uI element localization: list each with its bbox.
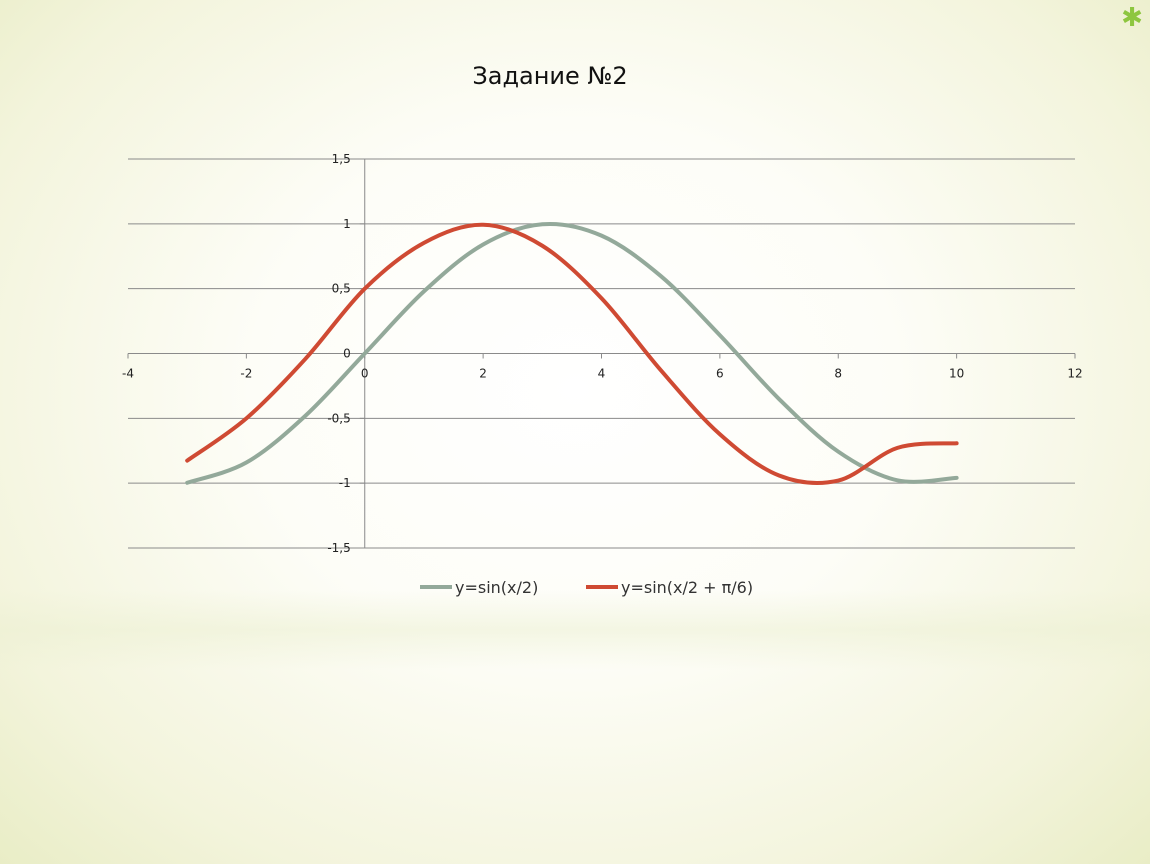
legend-label-series-1: y=sin(x/2) xyxy=(455,578,538,597)
y-tick-label-2: 0,5 xyxy=(332,282,351,296)
x-tick-label-4: 4 xyxy=(598,367,606,381)
x-tick-label-0: -4 xyxy=(122,367,134,381)
x-tick-label-7: 10 xyxy=(949,367,964,381)
legend-label-series-2: y=sin(x/2 + π/6) xyxy=(621,578,753,597)
y-tick-label-0: 1,5 xyxy=(332,152,351,166)
series-line-1 xyxy=(185,221,959,485)
y-tick-label-3: 0 xyxy=(343,347,351,361)
x-tick-label-5: 6 xyxy=(716,367,724,381)
legend: y=sin(x/2) y=sin(x/2 + π/6) xyxy=(420,578,753,597)
x-tick-label-8: 12 xyxy=(1067,367,1082,381)
y-tick-label-1: 1 xyxy=(343,217,351,231)
series-lines xyxy=(185,221,959,486)
slide-title: Задание №2 xyxy=(0,62,1100,90)
x-tick-label-2: 0 xyxy=(361,367,369,381)
x-tick-label-6: 8 xyxy=(834,367,842,381)
x-tick-label-3: 2 xyxy=(479,367,487,381)
x-axis-ticks: -4 -2 0 2 4 6 8 10 12 xyxy=(122,353,1083,381)
y-tick-label-5: -1 xyxy=(339,476,351,490)
y-axis-ticks: 1,5 1 0,5 0 -0,5 -1 -1,5 xyxy=(327,152,365,555)
y-tick-label-4: -0,5 xyxy=(327,411,350,425)
star-icon: ✱ xyxy=(1121,3,1143,33)
x-tick-label-1: -2 xyxy=(240,367,252,381)
y-tick-label-6: -1,5 xyxy=(327,541,350,555)
series-line-2 xyxy=(185,222,959,486)
chart-title: Задание №2 xyxy=(472,62,628,90)
